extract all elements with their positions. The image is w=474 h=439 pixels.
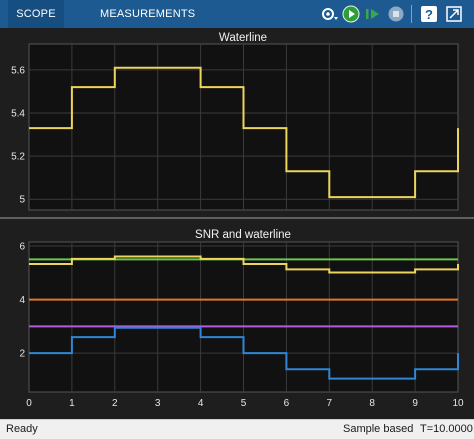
snr-ytick-label: 6 xyxy=(19,242,25,253)
tab-scope[interactable]: SCOPE xyxy=(8,0,64,28)
waterline-ytick-label: 5.4 xyxy=(11,108,25,119)
snr-series-line-4 xyxy=(29,326,459,380)
step-forward-icon[interactable] xyxy=(363,4,383,24)
help-icon[interactable]: ? xyxy=(419,4,439,24)
waterline-title: Waterline xyxy=(219,32,267,44)
snr-xtick-label: 0 xyxy=(26,398,32,409)
snr-title: SNR and waterline xyxy=(195,229,291,241)
toolbar-separator xyxy=(411,5,412,23)
undock-icon[interactable] xyxy=(444,4,464,24)
snr-xtick-label: 7 xyxy=(327,398,333,409)
run-icon[interactable] xyxy=(341,4,361,24)
snr-xtick-label: 8 xyxy=(369,398,375,409)
stop-icon[interactable] xyxy=(386,4,406,24)
waterline-ytick-label: 5.2 xyxy=(11,152,25,163)
status-ready: Ready xyxy=(6,423,38,435)
toolstrip: SCOPE MEASUREMENTS ? xyxy=(0,0,474,28)
snr-xtick-label: 6 xyxy=(284,398,290,409)
snr-xtick-label: 2 xyxy=(112,398,118,409)
status-time: T=10.0000 xyxy=(420,423,473,435)
snr-xtick-label: 9 xyxy=(412,398,418,409)
snr-ytick-label: 2 xyxy=(19,349,25,360)
waterline-ytick-label: 5 xyxy=(19,195,25,206)
snr-ytick-label: 4 xyxy=(19,295,25,306)
settings-dropdown-icon[interactable] xyxy=(320,4,340,24)
snr-xtick-label: 3 xyxy=(155,398,161,409)
waterline-series-line-0 xyxy=(29,66,459,199)
snr-xtick-label: 10 xyxy=(452,398,464,409)
waterline-ytick-label: 5.6 xyxy=(11,65,25,76)
snr-xtick-label: 5 xyxy=(241,398,247,409)
tab-measurements[interactable]: MEASUREMENTS xyxy=(100,8,196,20)
snr-xtick-label: 1 xyxy=(69,398,75,409)
svg-text:?: ? xyxy=(425,7,433,22)
status-bar: Ready Sample based T=10.0000 xyxy=(0,419,474,439)
snr-series-line-1 xyxy=(29,255,459,274)
scope-display: Waterline SNR and waterline 5 5.2 5.4 5.6 2 4… xyxy=(0,28,474,419)
snr-xtick-label: 4 xyxy=(198,398,204,409)
status-sample-mode: Sample based xyxy=(343,423,414,435)
scope-axes[interactable]: Waterline SNR and waterline 5 5.2 5.4 5.6 2 4… xyxy=(0,28,474,419)
